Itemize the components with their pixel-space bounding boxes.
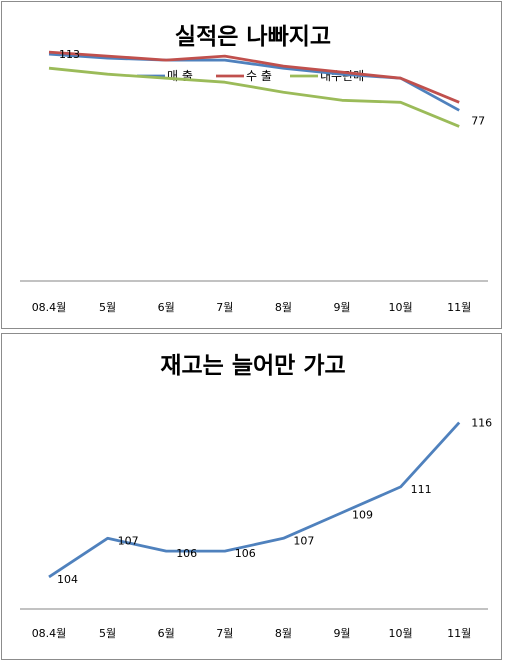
x-tick-label: 6월 <box>158 301 175 314</box>
data-label: 77 <box>471 114 485 127</box>
x-tick-label: 8월 <box>275 627 292 640</box>
data-label-group: 104 107 106 106 107 109 111 116 <box>57 417 492 586</box>
legend-label: 수 출 <box>246 69 272 83</box>
chart-title: 재고는 늘어만 가고 <box>160 353 345 379</box>
x-tick-label: 10월 <box>389 627 413 640</box>
series-group <box>48 421 461 579</box>
data-label: 109 <box>352 509 373 522</box>
x-tick-label: 9월 <box>333 301 350 314</box>
inventory-line-chart: 재고는 늘어만 가고 104 107 106 106 107 109 111 116 08.4… <box>20 353 492 640</box>
x-tick-label: 5월 <box>99 301 116 314</box>
data-label: 111 <box>411 483 432 496</box>
series-line-2 <box>48 66 460 128</box>
series-line-1 <box>48 50 460 104</box>
x-tick-label: 9월 <box>333 627 350 640</box>
data-label: 116 <box>471 417 492 430</box>
x-tick-label: 8월 <box>275 301 292 314</box>
data-label-group: 113 77 <box>59 48 485 127</box>
data-label: 104 <box>57 573 78 586</box>
x-tick-label: 11월 <box>447 627 471 640</box>
x-tick-label: 6월 <box>158 627 175 640</box>
x-tick-label: 08.4월 <box>32 301 67 314</box>
data-label: 113 <box>59 48 80 61</box>
x-tick-label: 08.4월 <box>32 627 67 640</box>
x-axis-ticks: 08.4월 5월 6월 7월 8월 9월 10월 11월 <box>32 627 472 640</box>
x-tick-label: 11월 <box>447 301 471 314</box>
x-tick-label: 10월 <box>389 301 413 314</box>
data-label: 107 <box>118 534 139 547</box>
x-tick-label: 7월 <box>216 627 233 640</box>
data-label: 106 <box>176 547 197 560</box>
chart-title: 실적은 나빠지고 <box>175 24 331 50</box>
chart-panel-inventory: 재고는 늘어만 가고 104 107 106 106 107 109 111 116 08.4… <box>1 333 502 660</box>
data-label: 107 <box>293 534 314 547</box>
x-tick-label: 5월 <box>99 627 116 640</box>
x-tick-label: 7월 <box>216 301 233 314</box>
series-group <box>48 50 460 128</box>
x-axis-ticks: 08.4월 5월 6월 7월 8월 9월 10월 11월 <box>32 301 472 314</box>
series-line-0 <box>48 421 461 579</box>
data-label: 106 <box>235 547 256 560</box>
